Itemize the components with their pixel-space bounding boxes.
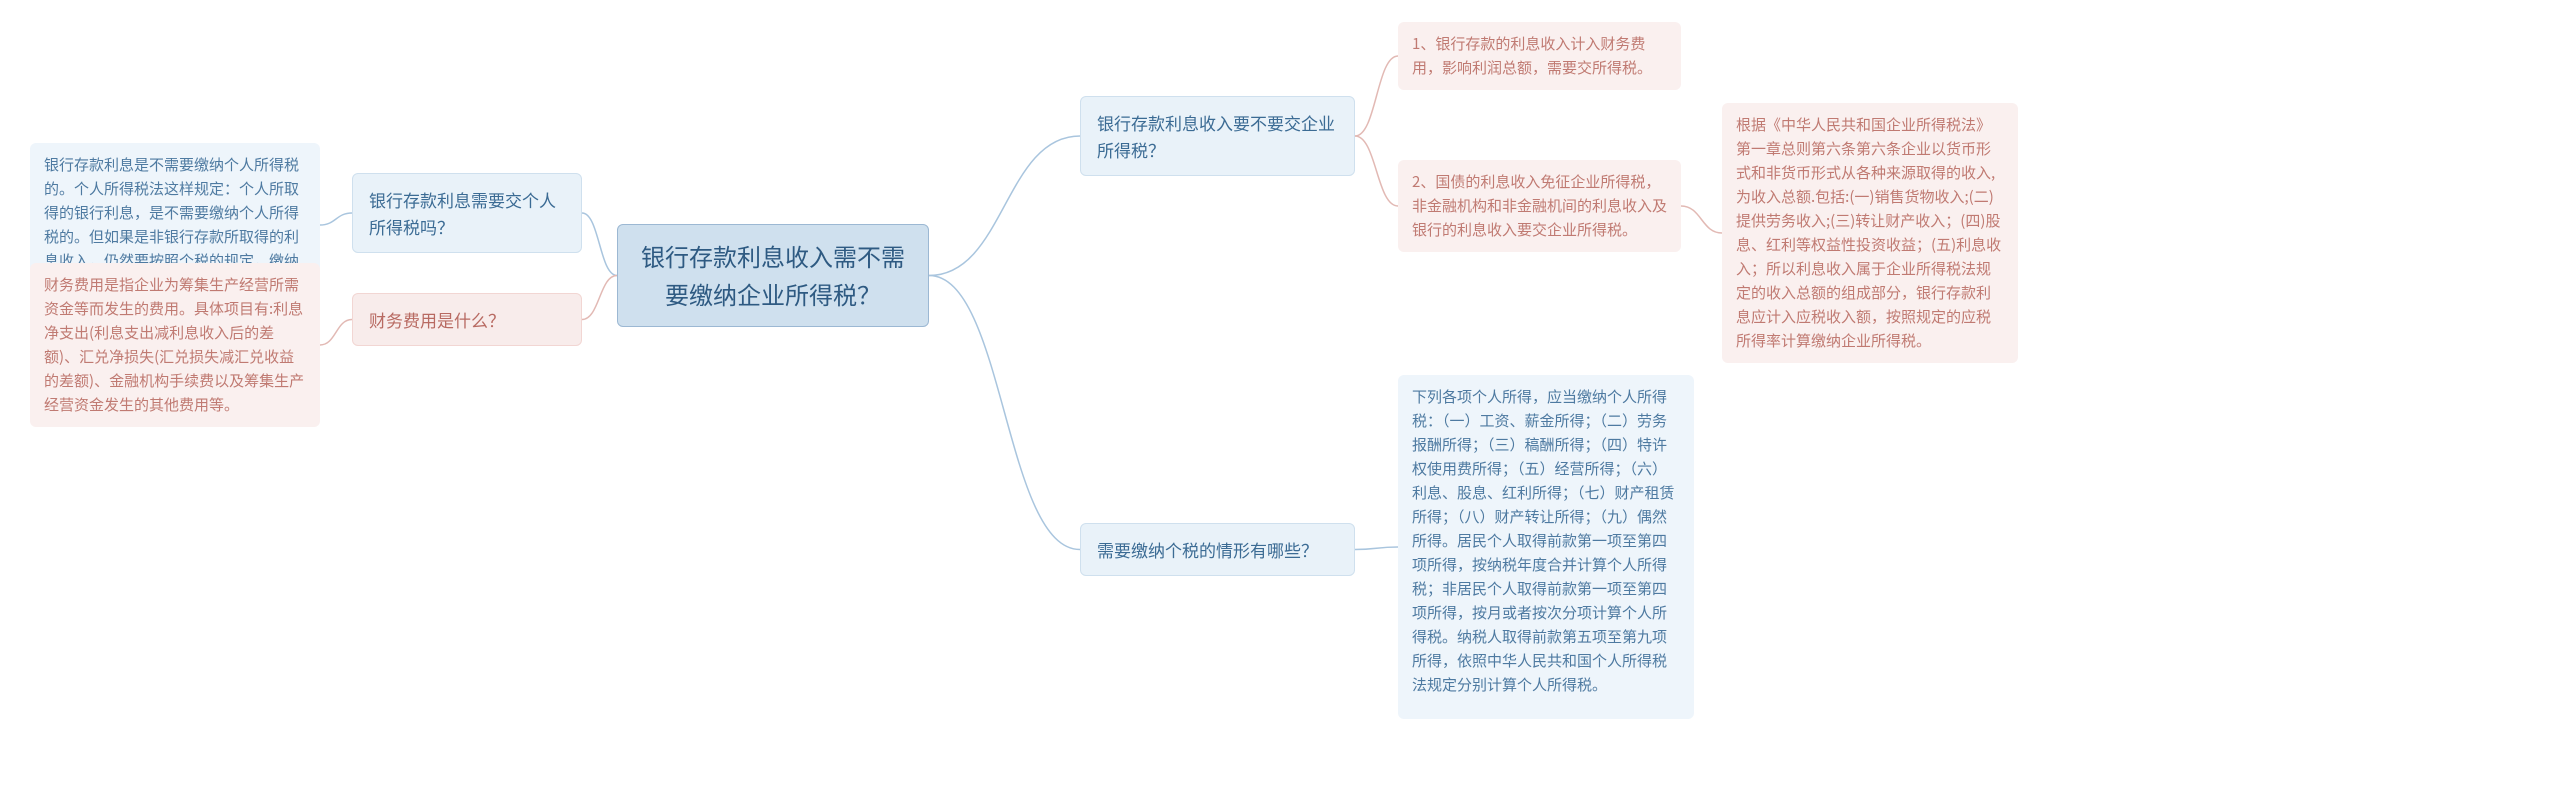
mindmap-edge xyxy=(929,136,1080,276)
right-sub-0: 银行存款利息收入要不要交企业所得税？ xyxy=(1080,96,1355,176)
mindmap-edge xyxy=(929,276,1080,550)
mindmap-edge xyxy=(1355,56,1398,136)
left-sub-1: 财务费用是什么？ xyxy=(352,293,582,346)
root-node: 银行存款利息收入需不需要缴纳企业所得税？ xyxy=(617,224,929,327)
mindmap-edge xyxy=(320,213,352,225)
mindmap-edge xyxy=(1355,547,1398,550)
mindmap-edge xyxy=(1355,136,1398,206)
right-sub-1: 需要缴纳个税的情形有哪些？ xyxy=(1080,523,1355,576)
mindmap-edge xyxy=(582,276,617,320)
right-detail-1-0: 下列各项个人所得，应当缴纳个人所得税：（一）工资、薪金所得；（二）劳务报酬所得；… xyxy=(1398,375,1694,719)
mindmap-edge xyxy=(582,213,617,276)
right-detail-0-0: 1、银行存款的利息收入计入财务费用，影响利润总额，需要交所得税。 xyxy=(1398,22,1681,90)
mindmap-edge xyxy=(320,320,352,346)
left-sub-0: 银行存款利息需要交个人所得税吗？ xyxy=(352,173,582,253)
left-detail-1: 财务费用是指企业为筹集生产经营所需资金等而发生的费用。具体项目有:利息净支出(利… xyxy=(30,263,320,427)
mindmap-edge xyxy=(1681,206,1722,233)
right-detail-0-1: 2、国债的利息收入免征企业所得税，非金融机构和非金融机间的利息收入及银行的利息收… xyxy=(1398,160,1681,252)
right-detail2-0-1: 根据《中华人民共和国企业所得税法》第一章总则第六条第六条企业以货币形式和非货币形… xyxy=(1722,103,2018,363)
